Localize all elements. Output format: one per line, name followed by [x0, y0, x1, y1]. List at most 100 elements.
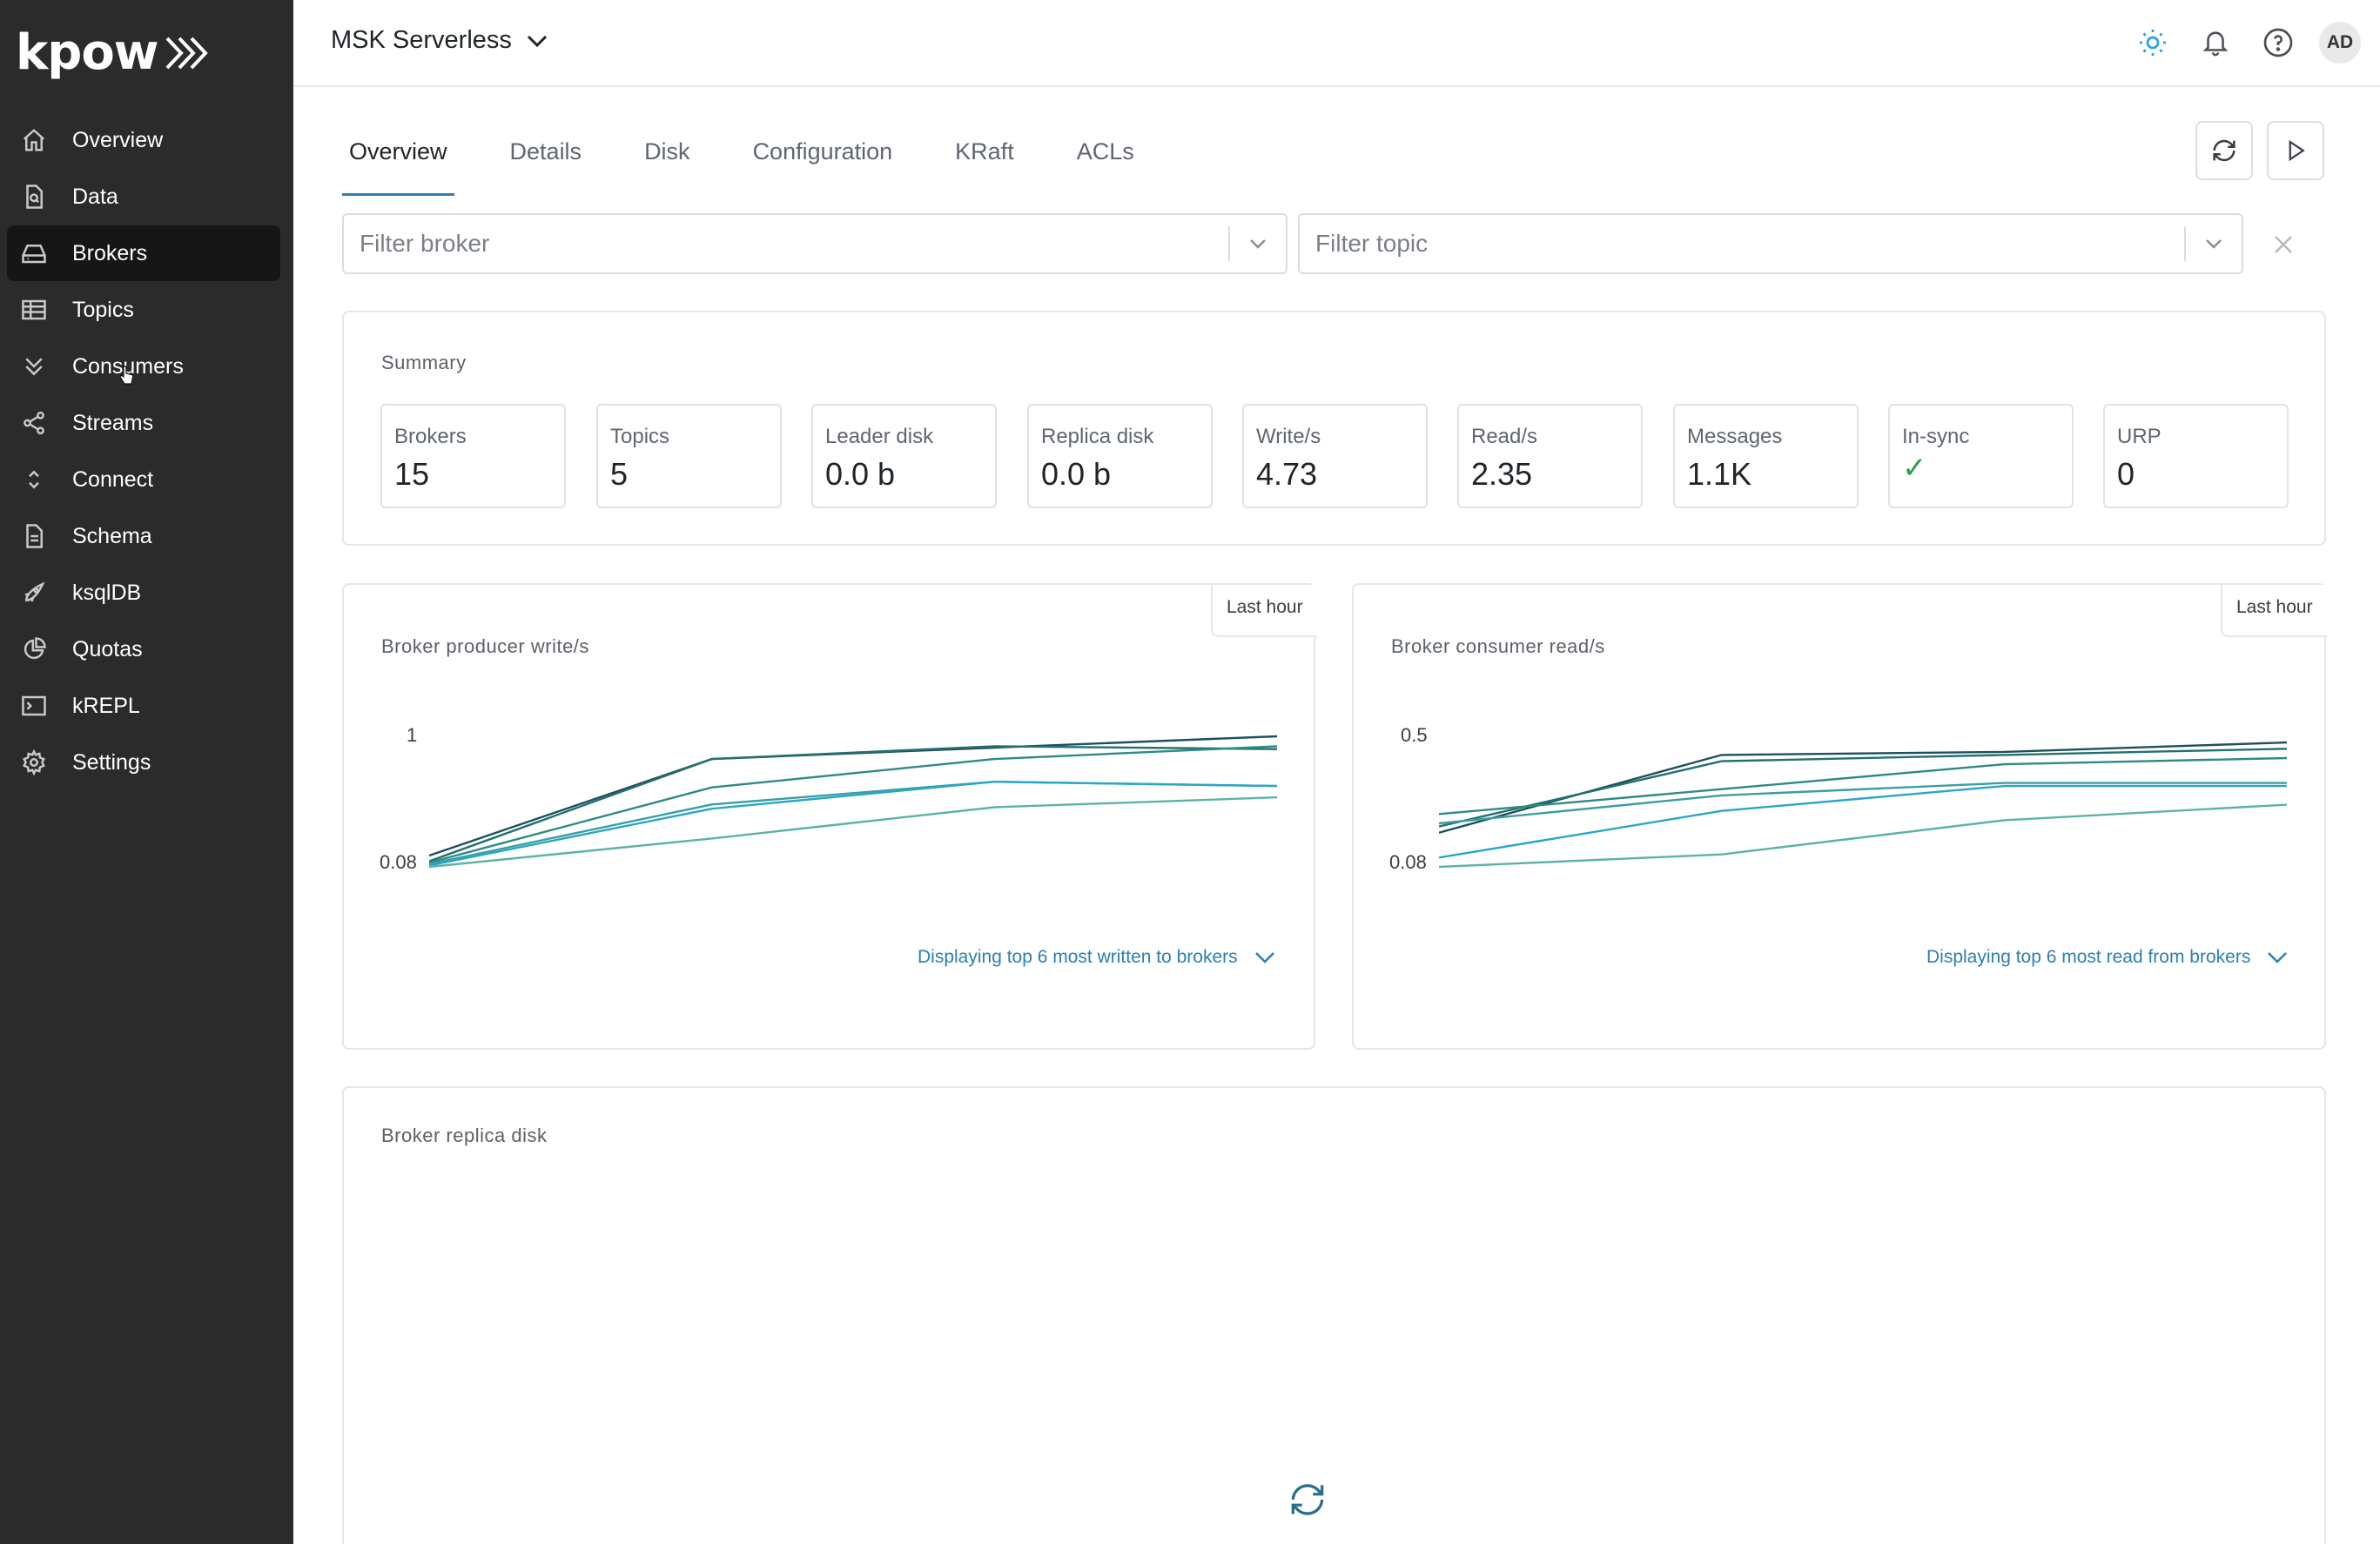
- write-range-button[interactable]: Last hour: [1211, 585, 1317, 637]
- sidebar-item-label: Topics: [72, 297, 134, 322]
- series-line-broker-d: [1439, 782, 2287, 825]
- sidebar-item-label: ksqlDB: [72, 580, 142, 605]
- stat-value: 1.1K: [1687, 456, 1752, 492]
- stat-label: Leader disk: [825, 425, 934, 448]
- stat-in-sync: In-sync ✓: [1888, 404, 2074, 508]
- stat-urp: URP 0: [2103, 404, 2289, 508]
- sidebar-item-overview[interactable]: Overview: [7, 112, 280, 168]
- stat-brokers: Brokers 15: [380, 404, 566, 508]
- refresh-icon: [2213, 139, 2235, 162]
- replica-disk-title: Broker replica disk: [381, 1124, 548, 1146]
- read-ytick-min: 0.08: [1389, 851, 1427, 873]
- sidebar-item-schema[interactable]: Schema: [7, 508, 280, 564]
- stat-value: 4.73: [1256, 456, 1318, 492]
- home-icon: [19, 125, 49, 155]
- sidebar-item-data[interactable]: Data: [7, 169, 280, 225]
- gear-icon: [19, 748, 49, 777]
- tab-kraft[interactable]: KRaft: [955, 138, 1014, 164]
- sidebar-item-label: Brokers: [72, 240, 148, 265]
- sidebar-item-streams[interactable]: Streams: [7, 395, 280, 451]
- stat-leader-disk: Leader disk 0.0 b: [811, 404, 997, 508]
- tab-bar: Overview Details Disk Configuration KRaf…: [342, 126, 1190, 196]
- filter-broker-select[interactable]: Filter broker: [342, 213, 1287, 274]
- chevron-down-icon: [527, 35, 547, 47]
- logo-text: kpow: [16, 24, 159, 81]
- file-search-icon: [19, 182, 49, 211]
- stat-messages: Messages 1.1K: [1673, 404, 1859, 508]
- cluster-name: MSK Serverless: [331, 26, 512, 54]
- write-ytick-max: 1: [407, 724, 418, 746]
- stat-value: 0: [2117, 456, 2135, 492]
- sidebar-item-ksqldb[interactable]: ksqlDB: [7, 565, 280, 621]
- bell-icon[interactable]: [2192, 19, 2239, 66]
- sidebar-item-label: Quotas: [72, 636, 143, 661]
- filter-separator: [1228, 226, 1230, 261]
- stat-label: Replica disk: [1041, 425, 1154, 448]
- write-line-chart: [429, 735, 1278, 869]
- stat-label: Write/s: [1256, 425, 1321, 448]
- read-footer-text: Displaying top 6 most read from brokers: [1926, 947, 2251, 967]
- stat-value: 0.0 b: [825, 456, 896, 492]
- up-down-icon: [19, 465, 49, 494]
- kpow-logo[interactable]: kpow: [16, 24, 212, 81]
- series-line-broker-c: [429, 745, 1278, 864]
- sidebar-item-krepl[interactable]: kREPL: [7, 678, 280, 734]
- filter-topic-placeholder: Filter topic: [1315, 230, 1429, 257]
- stat-label: In-sync: [1902, 425, 1970, 448]
- sidebar: kpow Overview Data Brokers Topics Consum…: [0, 0, 293, 1544]
- series-line-broker-c: [1439, 756, 2288, 816]
- summary-title: Summary: [381, 352, 467, 373]
- refresh-button[interactable]: [2195, 121, 2253, 180]
- play-button[interactable]: [2267, 121, 2324, 180]
- logo-chevrons-icon: [165, 37, 208, 69]
- check-icon: ✓: [1902, 452, 1927, 485]
- rocket-icon: [19, 578, 49, 608]
- chevron-down-icon[interactable]: [2186, 238, 2242, 250]
- sidebar-item-label: Overview: [72, 127, 164, 152]
- clear-filters-close-icon[interactable]: [2269, 230, 2298, 259]
- write-chart-panel: Broker producer write/s: [342, 583, 1315, 1050]
- hard-drive-icon: [19, 238, 49, 268]
- chevron-down-icon: [2268, 952, 2288, 963]
- write-footer-text: Displaying top 6 most written to brokers: [918, 947, 1238, 967]
- tab-acls[interactable]: ACLs: [1076, 138, 1134, 164]
- share-icon: [19, 408, 49, 438]
- series-line-broker-a: [1439, 741, 2288, 834]
- stat-label: URP: [2117, 425, 2161, 448]
- cluster-selector[interactable]: MSK Serverless: [331, 26, 548, 55]
- sidebar-item-label: Streams: [72, 410, 154, 435]
- filter-topic-select[interactable]: Filter topic: [1298, 213, 2243, 274]
- sidebar-item-consumers[interactable]: Consumers: [7, 339, 280, 394]
- write-top-brokers-toggle[interactable]: Displaying top 6 most written to brokers: [918, 947, 1276, 968]
- filter-separator: [2184, 226, 2186, 261]
- series-line-broker-f: [1439, 803, 2288, 869]
- play-icon: [2289, 139, 2305, 162]
- tab-overview[interactable]: Overview: [342, 126, 454, 196]
- tab-configuration[interactable]: Configuration: [752, 138, 893, 164]
- filter-broker-placeholder: Filter broker: [360, 230, 490, 257]
- tab-details[interactable]: Details: [509, 138, 582, 164]
- terminal-icon: [19, 691, 49, 721]
- mouse-cursor-icon: [119, 366, 134, 385]
- sidebar-item-label: Connect: [72, 467, 154, 492]
- read-top-brokers-toggle[interactable]: Displaying top 6 most read from brokers: [1926, 947, 2289, 968]
- sidebar-item-settings[interactable]: Settings: [7, 735, 280, 790]
- help-icon[interactable]: [2255, 19, 2302, 66]
- stat-write-rate: Write/s 4.73: [1242, 404, 1428, 508]
- sidebar-nav: Overview Data Brokers Topics Consumers S…: [7, 112, 280, 791]
- stat-label: Topics: [610, 425, 670, 448]
- chevron-down-icon[interactable]: [1230, 238, 1286, 250]
- tab-disk[interactable]: Disk: [644, 138, 690, 164]
- chevron-down-icon: [1254, 952, 1274, 963]
- sidebar-item-brokers[interactable]: Brokers: [7, 225, 280, 385]
- sidebar-item-topics[interactable]: Topics: [7, 282, 280, 338]
- sidebar-item-quotas[interactable]: Quotas: [7, 621, 280, 677]
- sidebar-item-label: Settings: [72, 749, 151, 775]
- table-icon: [19, 295, 49, 325]
- stat-label: Read/s: [1471, 425, 1538, 448]
- sidebar-item-connect[interactable]: Connect: [7, 452, 280, 507]
- stat-label: Messages: [1687, 425, 1783, 448]
- theme-toggle-sun-icon[interactable]: [2129, 19, 2176, 66]
- avatar[interactable]: AD: [2319, 22, 2361, 64]
- read-range-button[interactable]: Last hour: [2221, 585, 2327, 637]
